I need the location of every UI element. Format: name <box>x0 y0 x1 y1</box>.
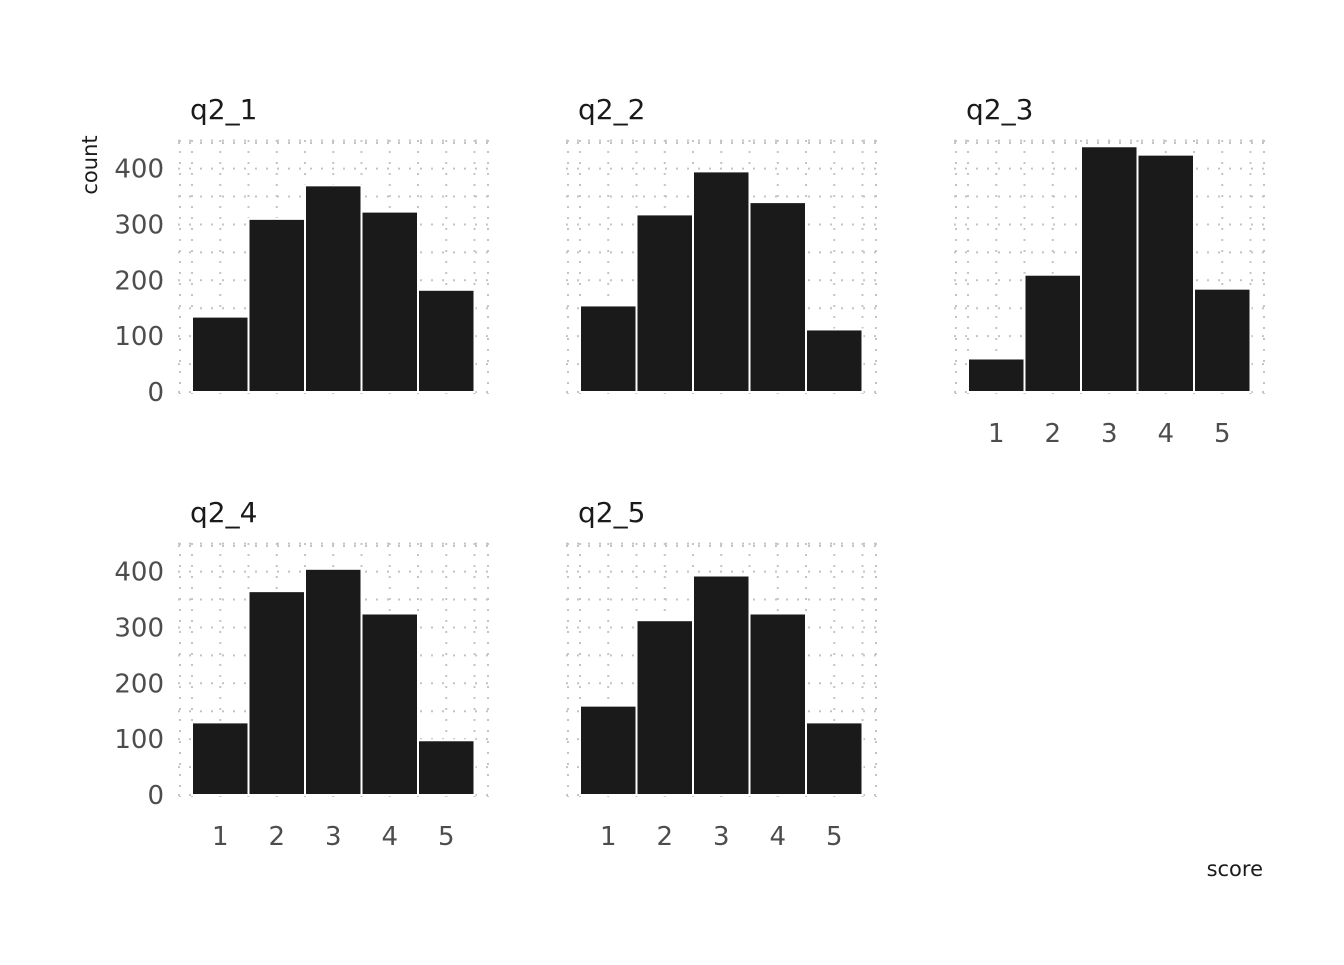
x-tick-label: 4 <box>769 822 786 852</box>
bar-score-2 <box>247 217 306 393</box>
y-axis-title: count <box>78 135 102 194</box>
y-tick-label: 0 <box>147 378 164 408</box>
bar-score-3 <box>692 574 751 797</box>
x-tick-label: 1 <box>988 419 1005 449</box>
x-tick-label: 1 <box>212 822 229 852</box>
bar-score-1 <box>579 304 638 393</box>
y-tick-label: 400 <box>114 558 164 588</box>
facet-panel-1: q2_1 0 100 200 300 400 <box>114 93 490 408</box>
bar-score-5 <box>417 739 476 797</box>
x-tick-label: 5 <box>438 822 455 852</box>
facet-title: q2_2 <box>578 93 645 126</box>
x-tick-label: 3 <box>325 822 342 852</box>
bar-score-2 <box>635 619 694 797</box>
x-tick-label: 5 <box>826 822 843 852</box>
y-tick-label: 400 <box>114 155 164 185</box>
bar-score-4 <box>1136 153 1195 393</box>
bar-score-4 <box>748 612 807 796</box>
x-tick-label: 5 <box>1214 419 1231 449</box>
bar-score-4 <box>360 612 419 796</box>
bar-score-5 <box>805 328 864 393</box>
bar-score-1 <box>579 704 638 797</box>
bar-score-5 <box>805 721 864 797</box>
bar-score-1 <box>191 721 250 797</box>
x-axis-title: score <box>1207 857 1263 881</box>
bar-score-5 <box>1193 287 1252 393</box>
x-tick-label: 2 <box>1044 419 1061 449</box>
facet-panel-2: q2_2 <box>566 93 878 394</box>
x-tick-label: 4 <box>1157 419 1174 449</box>
x-tick-label: 4 <box>381 822 398 852</box>
bar-score-2 <box>247 590 306 797</box>
facet-title: q2_4 <box>190 496 257 529</box>
bar-score-1 <box>191 315 250 394</box>
bar-score-3 <box>304 184 363 393</box>
bar-score-4 <box>748 201 807 393</box>
x-tick-label: 3 <box>1101 419 1118 449</box>
facet-panel-5: q2_5 1 2 3 4 5 <box>566 496 878 852</box>
bar-score-4 <box>360 210 419 393</box>
x-tick-label: 3 <box>713 822 730 852</box>
x-tick-label: 1 <box>600 822 617 852</box>
y-tick-label: 200 <box>114 266 164 296</box>
y-tick-label: 200 <box>114 669 164 699</box>
facet-title: q2_3 <box>966 93 1033 126</box>
y-tick-label: 300 <box>114 210 164 240</box>
bar-score-5 <box>417 288 476 393</box>
x-tick-label: 2 <box>268 822 285 852</box>
bar-score-1 <box>967 357 1026 393</box>
y-tick-label: 0 <box>147 781 164 811</box>
bar-score-3 <box>692 170 751 393</box>
y-tick-label: 100 <box>114 725 164 755</box>
bar-score-3 <box>1080 145 1139 393</box>
facet-panel-4: q2_4 0 100 200 300 400 1 2 3 4 5 <box>114 496 490 852</box>
x-tick-label: 2 <box>656 822 673 852</box>
bar-score-3 <box>304 567 363 796</box>
bar-score-2 <box>635 213 694 393</box>
y-tick-label: 300 <box>114 613 164 643</box>
y-tick-label: 100 <box>114 322 164 352</box>
facet-title: q2_5 <box>578 496 645 529</box>
facet-title: q2_1 <box>190 93 257 126</box>
facet-panel-3: q2_3 1 2 3 4 5 <box>954 93 1266 449</box>
bar-score-2 <box>1023 273 1082 393</box>
